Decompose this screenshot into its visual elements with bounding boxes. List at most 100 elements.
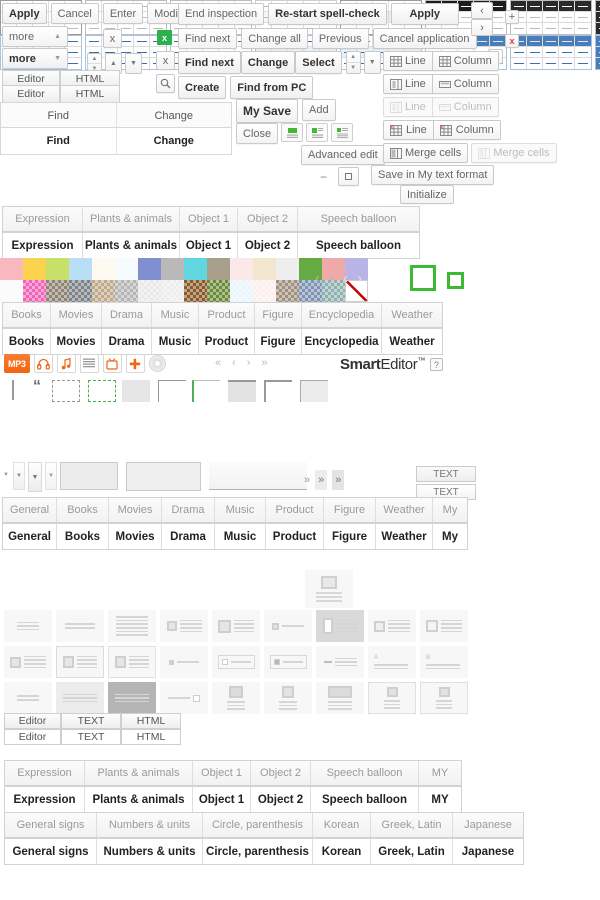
select-arrow-down-button[interactable]: ▼ [363,51,381,74]
swatch[interactable] [230,258,253,280]
swatch[interactable] [184,258,207,280]
quote-style-glyph[interactable]: “ [33,378,41,395]
sc-tab-korean-active[interactable]: Korean [313,839,371,864]
previous-button[interactable]: Previous [311,28,369,49]
quote-style-green-dashed[interactable] [88,380,116,402]
tab-books[interactable]: Books [3,303,51,327]
bottom-tab-html-2[interactable]: HTML [121,729,181,745]
more-down-button[interactable]: more ▼ [2,48,68,69]
mp3-badge[interactable]: MP3 [4,354,30,373]
layout-template-featured[interactable] [305,570,353,608]
sc-tab-speech-balloon[interactable]: Speech balloon [311,761,419,785]
quote-style-green-corner[interactable] [192,380,220,402]
tab-encyclopedia-active[interactable]: Encyclopedia [302,329,382,354]
layout-template-thumb-over-lines[interactable] [212,682,260,714]
swatch-next-button[interactable]: › [329,270,334,287]
sc-tab-expression[interactable]: Expression [5,761,85,785]
text-button-1[interactable]: TEXT [416,466,476,482]
tab-drama-active[interactable]: Drama [102,329,152,354]
dropdown-arrow-4[interactable]: ▼ [45,462,57,490]
tab-movies-2[interactable]: Movies [109,498,162,522]
align-center-button[interactable] [281,123,304,142]
prev-page-button[interactable]: ‹ [471,2,493,19]
headphones-button[interactable] [33,354,53,373]
layout-template-gray-band-lines[interactable] [56,682,104,714]
restart-spellcheck-button[interactable]: Re-start spell-check [268,3,387,25]
swatch[interactable] [0,258,23,280]
find-next-button[interactable]: Find next [178,28,238,49]
tab-product-active[interactable]: Product [199,329,255,354]
tab-movies-2-active[interactable]: Movies [109,524,162,549]
sc-tab-speech-balloon-active[interactable]: Speech balloon [311,787,419,812]
swatch-prev-button[interactable]: ‹ [315,270,320,287]
swatch-none[interactable] [345,280,368,302]
layout-template-thumb-box-lines[interactable] [212,610,260,642]
expand-button-3[interactable]: » [332,470,345,490]
tab-drama-2[interactable]: Drama [162,498,215,522]
bottom-tab-text-2[interactable]: TEXT [61,729,121,745]
end-inspection-button[interactable]: End inspection [178,3,265,25]
select-spinner[interactable]: ▲ ▼ [345,51,361,74]
tab-books-active[interactable]: Books [3,329,51,354]
tab-plants-animals-active[interactable]: Plants & animals [83,233,180,258]
tab-figure-active[interactable]: Figure [255,329,302,354]
insert-line-button-1[interactable]: Line [383,51,433,71]
swatch[interactable] [322,258,345,280]
sc-tab-object-2-active[interactable]: Object 2 [251,787,311,812]
swatch[interactable] [230,280,253,302]
tab-encyclopedia[interactable]: Encyclopedia [302,303,382,327]
pager-next-button[interactable]: › [246,357,251,369]
tab-speech-balloon[interactable]: Speech balloon [298,207,419,231]
tab-product-2[interactable]: Product [266,498,324,522]
tab-general-active[interactable]: General [3,524,57,549]
pager-prev-button[interactable]: ‹ [232,357,236,369]
swatch[interactable] [253,258,276,280]
input-field-3[interactable] [209,462,307,490]
layout-template-center-lines[interactable] [4,610,52,642]
close-button-3[interactable]: Close [236,123,279,144]
zoom-out-button[interactable]: − [320,170,327,184]
layout-template-line-then-box[interactable] [160,682,208,714]
change-tab-active[interactable]: Change [116,128,231,154]
tab-figure-2[interactable]: Figure [324,498,376,522]
change-all-button[interactable]: Change all [241,28,308,49]
swatch[interactable] [161,280,184,302]
find-tab[interactable]: Find [1,103,117,129]
swatch[interactable] [184,280,207,302]
swatch[interactable] [115,258,138,280]
swatch[interactable] [322,280,345,302]
change-tab[interactable]: Change [116,103,231,129]
tab-object-1-active[interactable]: Object 1 [180,233,238,258]
swatch[interactable] [253,280,276,302]
swatch[interactable] [299,280,322,302]
insert-line-button-2[interactable]: Line [383,74,433,94]
swatch[interactable] [207,258,230,280]
tab-product[interactable]: Product [199,303,255,327]
layout-template-plain-lines[interactable] [56,610,104,642]
sc-tab-numbers-units[interactable]: Numbers & units [97,813,203,837]
delete-line-button[interactable]: x Line [383,120,434,140]
sc-tab-plants-animals-active[interactable]: Plants & animals [85,787,193,812]
more-up-button[interactable]: more ▲ [2,26,68,47]
sc-tab-circle-parenthesis-active[interactable]: Circle, parenthesis [203,839,313,864]
sc-tab-korean[interactable]: Korean [313,813,371,837]
align-left-inline-button[interactable] [331,123,354,142]
layout-template-letter-b-lines[interactable]: B [420,646,468,678]
select-bold-button[interactable]: Select [295,51,342,74]
music-note-button[interactable] [56,354,76,373]
sc-tab-general-signs-active[interactable]: General signs [5,839,97,864]
sc-tab-plants-animals[interactable]: Plants & animals [85,761,193,785]
table-template[interactable] [595,0,600,35]
tab-drama[interactable]: Drama [102,303,152,327]
layout-template-thumb-left-lines[interactable] [160,610,208,642]
swatch[interactable] [138,280,161,302]
swatch[interactable] [161,258,184,280]
restore-window-button[interactable] [338,167,359,186]
sc-tab-numbers-units-active[interactable]: Numbers & units [97,839,203,864]
swatch[interactable] [92,258,115,280]
my-save-button[interactable]: My Save [236,99,299,123]
tab-music-2[interactable]: Music [215,498,266,522]
search-button[interactable] [156,74,175,93]
cancel-button[interactable]: Cancel [50,3,99,24]
tab-plants-animals[interactable]: Plants & animals [83,207,180,231]
